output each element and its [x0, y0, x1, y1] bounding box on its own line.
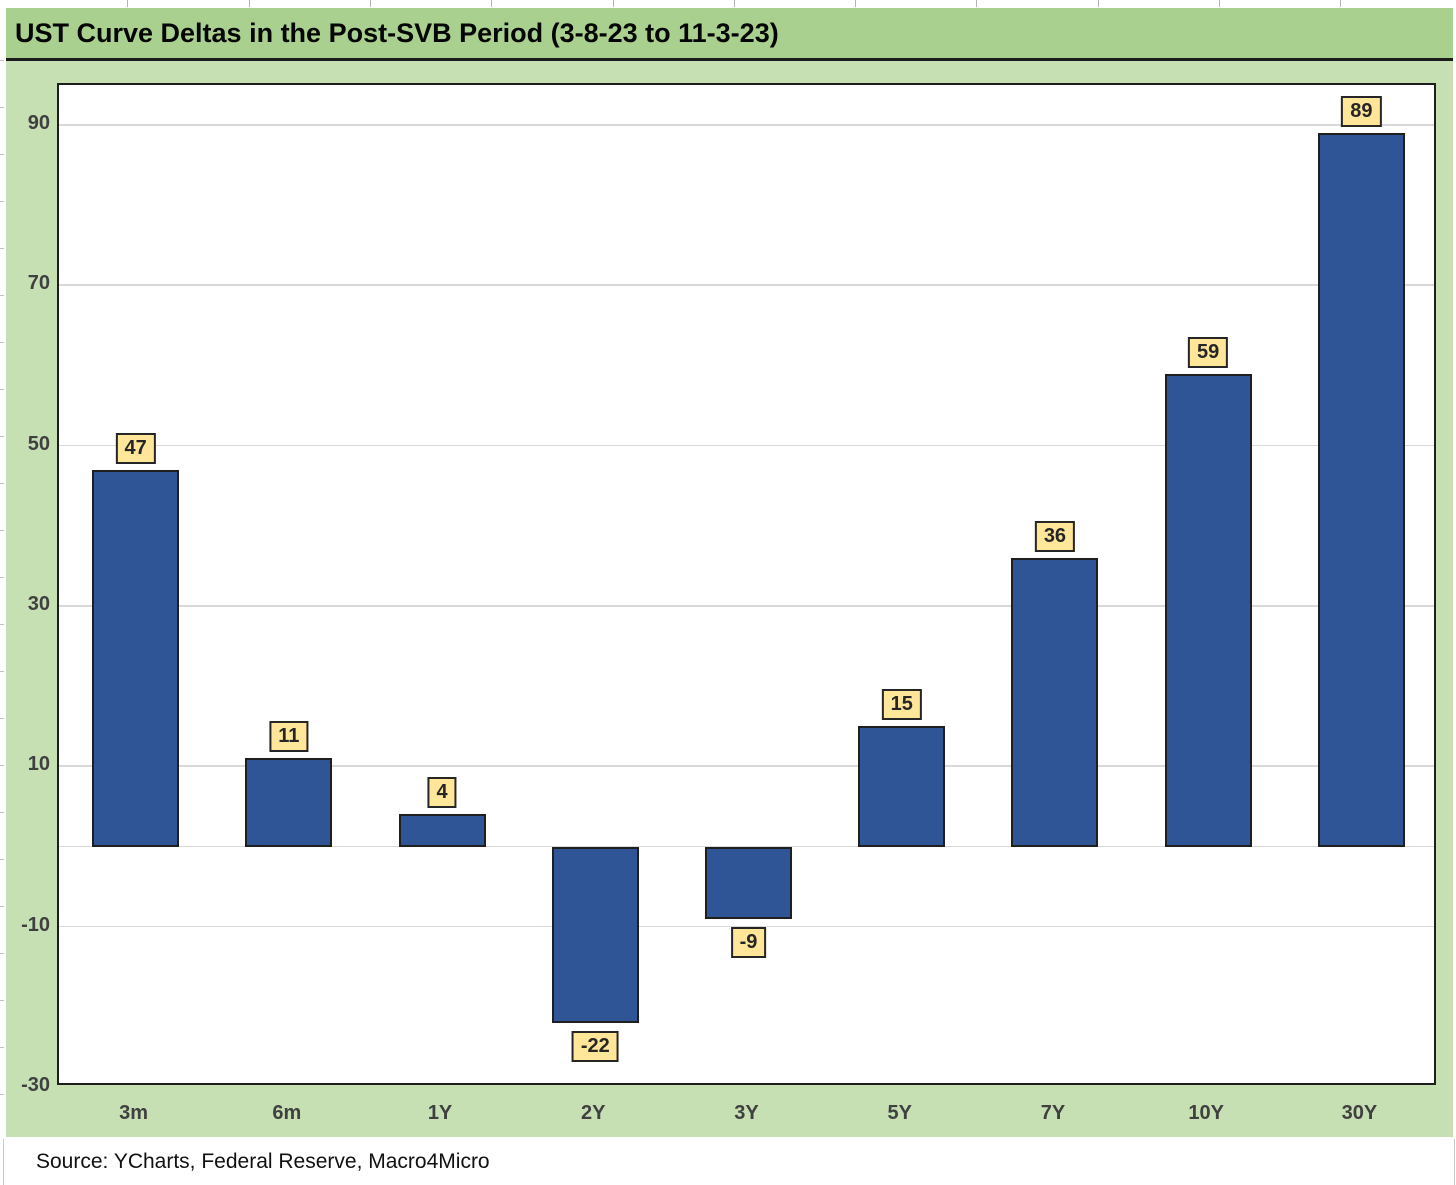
sheet-row-tick: [0, 859, 4, 860]
sheet-row-tick: [0, 953, 4, 954]
x-tick-label-30Y: 30Y: [1341, 1102, 1378, 1124]
value-label-5Y: 15: [881, 689, 922, 721]
x-tick-label-3Y: 3Y: [734, 1102, 759, 1124]
y-tick-label: 70: [27, 272, 50, 295]
sheet-row-tick: [0, 436, 4, 437]
y-gridline: [59, 605, 1434, 607]
sheet-row-tick: [0, 248, 4, 249]
sheet-row-tick: [0, 765, 4, 766]
y-tick-label: 90: [27, 112, 50, 135]
value-label-3Y: -9: [730, 926, 767, 958]
bar-10Y: [1164, 373, 1252, 847]
sheet-row-tick: [0, 295, 4, 296]
sheet-row-tick: [0, 201, 4, 202]
y-tick-label: 30: [27, 593, 50, 616]
x-tick-label-2Y: 2Y: [581, 1102, 606, 1124]
sheet-column-tick: [855, 0, 857, 7]
sheet-column-tick: [1097, 0, 1099, 7]
source-row: Source: YCharts, Federal Reserve, Macro4…: [0, 1139, 1456, 1185]
value-label-6m: 11: [269, 721, 309, 753]
y-tick-label: -30: [21, 1074, 50, 1096]
sheet-column-tick: [733, 0, 735, 7]
sheet-row-tick: [0, 671, 4, 672]
sheet-row-tick: [0, 718, 4, 719]
value-label-10Y: 59: [1188, 336, 1229, 368]
sheet-column-border-right: [1454, 1139, 1455, 1185]
sheet-row-tick: [0, 483, 4, 484]
value-label-7Y: 36: [1034, 520, 1076, 552]
x-tick-label-10Y: 10Y: [1188, 1102, 1224, 1124]
x-tick-label-3m: 3m: [119, 1102, 149, 1124]
sheet-row-tick: [0, 624, 4, 625]
value-label-1Y: 4: [427, 777, 457, 809]
bar-1Y: [398, 814, 486, 847]
sheet-row-tick: [0, 389, 4, 390]
sheet-row-tick: [0, 107, 4, 108]
y-gridline: [59, 925, 1434, 928]
sheet-column-tick: [248, 0, 250, 7]
sheet-row-tick: [0, 154, 4, 155]
sheet-column-tick: [1340, 0, 1342, 7]
chart-title-bar: UST Curve Deltas in the Post-SVB Period …: [6, 8, 1453, 61]
bar-7Y: [1011, 557, 1099, 847]
y-tick-label: 50: [27, 432, 50, 455]
sheet-row-tick: [0, 906, 4, 907]
sheet-column-tick: [369, 0, 371, 7]
sheet-row-tick: [0, 812, 4, 813]
x-tick-label-6m: 6m: [272, 1102, 302, 1124]
sheet-row-tick: [0, 60, 4, 61]
sheet-column-border-left: [3, 1139, 4, 1185]
y-gridline: [59, 124, 1434, 126]
value-label-3m: 47: [115, 432, 156, 464]
sheet-column-tick: [976, 0, 978, 7]
x-tick-label-7Y: 7Y: [1040, 1102, 1066, 1124]
y-gridline: [59, 444, 1434, 447]
bar-3m: [92, 469, 180, 847]
sheet-column-tick: [491, 0, 493, 7]
bar-5Y: [858, 726, 946, 847]
x-tick-label-5Y: 5Y: [887, 1102, 912, 1124]
sheet-column-tick: [1219, 0, 1220, 7]
x-tick-label-1Y: 1Y: [427, 1102, 453, 1124]
sheet-row-tick: [0, 577, 4, 578]
value-label-30Y: 89: [1341, 96, 1382, 128]
chart-title: UST Curve Deltas in the Post-SVB Period …: [15, 17, 779, 48]
y-tick-label: -10: [21, 913, 50, 936]
sheet-row-tick: [0, 1047, 4, 1048]
sheet-row-tick: [0, 1094, 4, 1095]
plot-area: 47 11 4 -22 -9 15 36 59 89: [57, 83, 1436, 1085]
chart-area: 90 70 50 30 10 -10 -30 47 11 4 -22 -9 15 36 59 89 3m 6m…: [6, 61, 1453, 1137]
sheet-row-tick: [0, 1000, 4, 1001]
y-tick-label: 10: [27, 753, 50, 776]
bar-2Y: [551, 846, 639, 1023]
sheet-column-tick: [127, 0, 129, 7]
bar-6m: [245, 758, 333, 847]
source-note: Source: YCharts, Federal Reserve, Macro4…: [36, 1150, 490, 1173]
bar-3Y: [705, 846, 792, 919]
sheet-row-tick: [0, 342, 4, 343]
zero-axis-line: [59, 845, 1434, 848]
sheet-row-tick: [0, 530, 4, 531]
y-gridline: [59, 284, 1434, 286]
bar-30Y: [1317, 133, 1405, 847]
value-label-2Y: -22: [571, 1030, 619, 1062]
sheet-column-tick: [612, 0, 614, 7]
y-gridline: [59, 765, 1434, 767]
